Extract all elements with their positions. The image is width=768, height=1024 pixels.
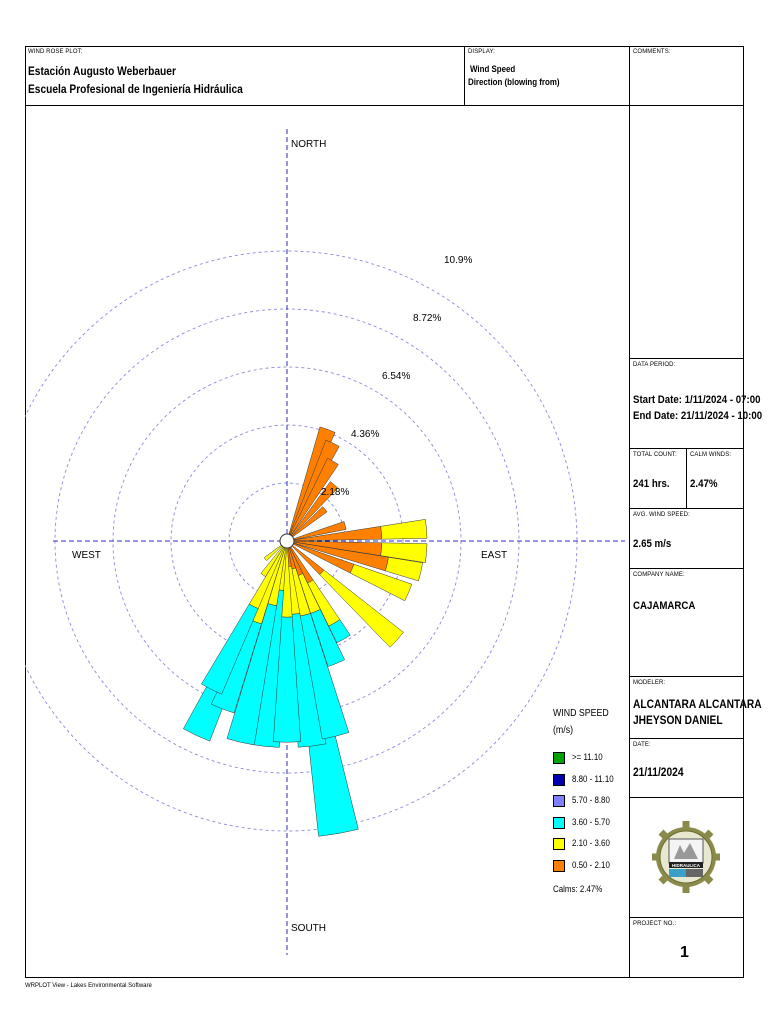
header-divider bbox=[25, 105, 744, 106]
calm-winds-label: CALM WINDS: bbox=[690, 452, 732, 458]
petal-113-seg-1 bbox=[349, 563, 413, 602]
logo-text: HIDRAULICA bbox=[672, 863, 701, 868]
modeler-line1: ALCANTARA ALCANTARA bbox=[633, 697, 762, 711]
side-divider bbox=[629, 508, 744, 509]
side-vdivider bbox=[686, 448, 687, 508]
petal-95-seg-1 bbox=[380, 542, 428, 563]
compass-east: EAST bbox=[481, 550, 507, 561]
petal-150-seg-2 bbox=[328, 619, 351, 644]
header-vdivider bbox=[464, 46, 465, 105]
petal-103-seg-1 bbox=[385, 556, 423, 582]
company-label: COMPANY NAME: bbox=[633, 572, 685, 578]
university-logo: HIDRAULICA bbox=[652, 821, 720, 893]
legend-label: 0.50 - 2.10 bbox=[572, 859, 610, 870]
plot-title-line1: Estación Augusto Weberbauer bbox=[28, 64, 176, 78]
total-count: 241 hrs. bbox=[633, 478, 670, 490]
petal-158-seg-2 bbox=[310, 609, 346, 667]
petal-207-seg-1 bbox=[201, 603, 259, 695]
avg-speed-label: AVG. WIND SPEED: bbox=[633, 512, 690, 518]
legend-swatch bbox=[553, 752, 565, 764]
side-divider bbox=[629, 917, 744, 918]
company-name: CAJAMARCA bbox=[633, 600, 696, 612]
end-date: End Date: 21/11/2024 - 10:00 bbox=[633, 410, 763, 422]
side-divider bbox=[629, 568, 744, 569]
modeler-label: MODELER: bbox=[633, 680, 666, 686]
legend-swatch bbox=[553, 859, 565, 872]
side-divider bbox=[629, 797, 744, 798]
avg-speed: 2.65 m/s bbox=[633, 538, 672, 550]
petal-180-seg-1 bbox=[273, 616, 301, 743]
legend-swatch bbox=[553, 816, 565, 829]
side-divider bbox=[629, 738, 744, 739]
side-panel-divider bbox=[629, 46, 630, 978]
legend-swatch bbox=[553, 795, 565, 807]
start-date: Start Date: 1/11/2024 - 07:00 bbox=[633, 394, 761, 406]
legend-swatch bbox=[553, 773, 565, 786]
date-label: DATE: bbox=[633, 742, 651, 748]
total-count-label: TOTAL COUNT: bbox=[633, 452, 677, 458]
legend-calms: Calms: 2.47% bbox=[553, 884, 603, 894]
petal-85-seg-1 bbox=[380, 519, 428, 540]
petal-173-seg-2 bbox=[290, 612, 327, 748]
side-divider bbox=[629, 676, 744, 677]
legend-swatch bbox=[553, 838, 565, 850]
project-number: 1 bbox=[680, 944, 689, 961]
petal-166-seg-2 bbox=[300, 613, 350, 740]
legend-title-line1: WIND SPEED bbox=[553, 708, 609, 719]
plot-frame bbox=[25, 46, 744, 978]
legend-title-line2: (m/s) bbox=[553, 725, 574, 736]
ring-label-5: 10.9% bbox=[444, 255, 472, 266]
plot-title-line2: Escuela Profesional de Ingeniería Hidráu… bbox=[28, 82, 243, 96]
plot-label: WIND ROSE PLOT: bbox=[28, 49, 83, 55]
date-value: 21/11/2024 bbox=[633, 765, 684, 779]
ring-label-1: 2.18% bbox=[321, 487, 349, 498]
compass-west: WEST bbox=[72, 550, 101, 561]
comments-label: COMMENTS: bbox=[633, 49, 671, 55]
project-label: PROJECT NO.: bbox=[633, 921, 677, 927]
display-line2: Direction (blowing from) bbox=[468, 77, 560, 87]
ring-label-3: 6.54% bbox=[382, 371, 410, 382]
ring-label-4: 8.72% bbox=[413, 313, 441, 324]
petal-193-seg-1 bbox=[226, 603, 277, 746]
compass-south: SOUTH bbox=[291, 923, 326, 934]
footer-text: WRPLOT View - Lakes Environmental Softwa… bbox=[25, 983, 152, 989]
display-line1: Wind Speed bbox=[470, 64, 516, 74]
petal-132-seg-1 bbox=[319, 569, 404, 648]
ring-label-2: 4.36% bbox=[351, 429, 379, 440]
legend-label: 8.80 - 11.10 bbox=[572, 773, 614, 784]
legend-label: 3.60 - 5.70 bbox=[572, 816, 610, 827]
calm-winds: 2.47% bbox=[690, 478, 718, 490]
display-label: DISPLAY: bbox=[468, 49, 496, 55]
calm-circle bbox=[279, 533, 295, 549]
legend-label: 2.10 - 3.60 bbox=[572, 838, 610, 848]
wind-rose-chart: 2.18% 4.36% 6.54% 8.72% 10.9% NORTH SOUTH EAST W… bbox=[25, 129, 625, 955]
legend-label: 5.70 - 8.80 bbox=[572, 795, 610, 805]
modeler-line2: JHEYSON DANIEL bbox=[633, 713, 723, 727]
compass-north: NORTH bbox=[291, 139, 326, 150]
data-period-label: DATA PERIOD: bbox=[633, 362, 676, 368]
legend-label: >= 11.10 bbox=[572, 752, 603, 762]
side-divider bbox=[629, 358, 744, 359]
